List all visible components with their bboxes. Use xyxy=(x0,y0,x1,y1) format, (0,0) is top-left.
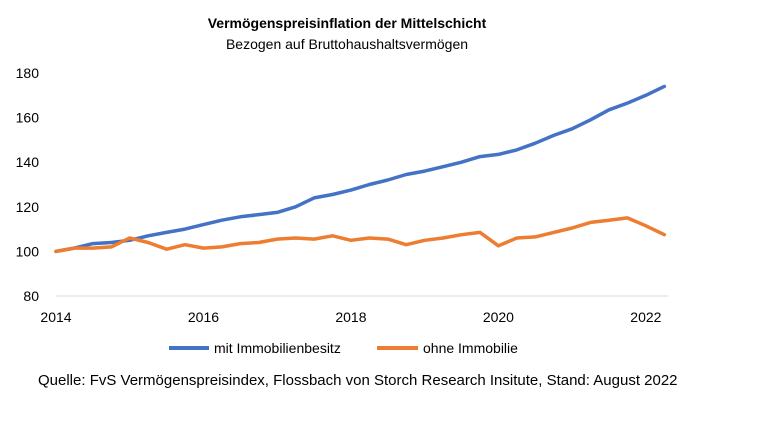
x-tick-label: 2016 xyxy=(188,309,219,325)
x-tick-label: 2018 xyxy=(335,309,366,325)
y-tick-label: 160 xyxy=(16,110,40,126)
y-tick-label: 140 xyxy=(16,154,40,170)
y-tick-label: 180 xyxy=(16,65,40,81)
x-tick-label: 2022 xyxy=(630,309,661,325)
x-axis: 2014 2016 2018 2020 2022 xyxy=(40,309,661,325)
series-line-ohne-immobilie xyxy=(54,216,667,254)
legend-label-ohne-immobilie: ohne Immobilie xyxy=(423,340,518,356)
y-axis: 80 100 120 140 160 180 xyxy=(16,65,40,304)
plot-area xyxy=(54,84,667,254)
x-tick-label: 2014 xyxy=(40,309,71,325)
chart-subtitle: Bezogen auf Bruttohaushaltsvermögen xyxy=(226,36,468,52)
y-tick-label: 120 xyxy=(16,199,40,215)
legend-label-mit-immobilienbesitz: mit Immobilienbesitz xyxy=(214,340,341,356)
legend: mit Immobilienbesitz ohne Immobilie xyxy=(169,340,518,356)
source-note: Quelle: FvS Vermögenspreisindex, Flossba… xyxy=(38,372,678,389)
y-tick-label: 80 xyxy=(23,288,39,304)
y-tick-label: 100 xyxy=(16,243,40,259)
chart-title: Vermögenspreisinflation der Mittelschich… xyxy=(208,15,487,31)
x-tick-label: 2020 xyxy=(483,309,514,325)
series-line-mit-immobilienbesitz xyxy=(54,84,667,254)
